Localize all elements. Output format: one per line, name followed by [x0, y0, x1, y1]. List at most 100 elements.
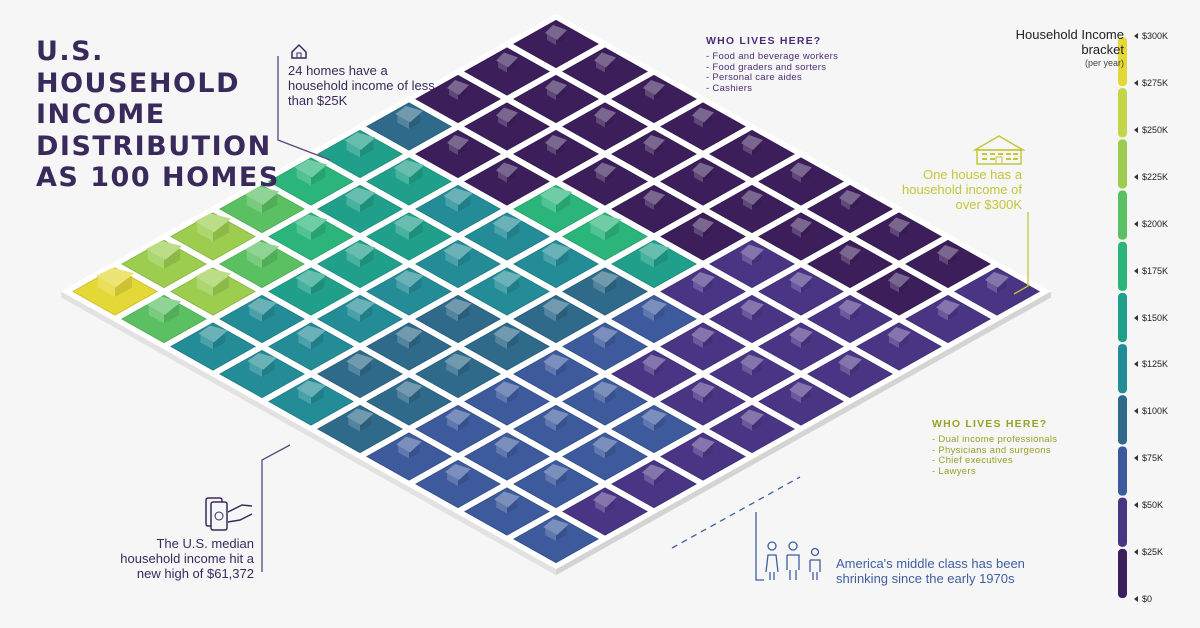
home-cell: [415, 74, 501, 124]
legend-tick: $75K: [1134, 453, 1163, 463]
home-cell: [170, 212, 256, 261]
legend-subtitle: (per year): [1084, 58, 1124, 68]
lowest-leader-line: [277, 56, 331, 161]
home-cell: [954, 267, 1040, 316]
home-cell: [562, 102, 648, 151]
home-cell: [758, 157, 844, 206]
home-cell: [758, 322, 844, 371]
median-income-note: The U.S. median household income hit a n…: [120, 536, 254, 581]
home-cell: [660, 432, 746, 481]
home-cell: [415, 239, 501, 289]
home-cell: [513, 239, 599, 289]
house-icon: [291, 43, 307, 59]
home-cell: [611, 129, 697, 179]
home-cell: [464, 322, 550, 371]
grid-base-edge: [556, 291, 1051, 576]
people-icon: [765, 541, 821, 580]
home-cell: [464, 267, 550, 316]
home-cell: [366, 322, 452, 371]
home-cell: [905, 239, 991, 289]
legend-tick: $200K: [1134, 219, 1168, 229]
top-leader-line: [1013, 212, 1029, 295]
home-cell: [660, 102, 746, 151]
who-lives-heading: WHO LIVES HERE?: [706, 35, 822, 47]
home-cell: [366, 157, 452, 206]
home-cell: [219, 184, 305, 234]
home-cell: [317, 129, 403, 179]
grid-base-edge: [61, 291, 556, 576]
home-cell: [513, 184, 599, 234]
home-cell: [660, 157, 746, 206]
mansion-icon: [972, 135, 1026, 165]
home-cell: [660, 212, 746, 261]
middle-class-leader-line: [755, 512, 764, 581]
home-cell: [415, 294, 501, 344]
home-grid: [61, 13, 1051, 576]
title-line: INCOME: [36, 99, 166, 130]
legend-tick: $275K: [1134, 78, 1168, 88]
legend-color-segment: [1118, 88, 1127, 138]
leader-lines: [261, 56, 1029, 581]
home-cell: [611, 349, 697, 399]
occupation-item: - Lawyers: [932, 465, 976, 477]
home-cell: [366, 432, 452, 481]
legend-title-text: Household Income bracket: [1015, 27, 1124, 57]
home-cell: [709, 129, 795, 179]
home-cell: [415, 404, 501, 454]
home-cell: [415, 459, 501, 509]
home-cell: [807, 294, 893, 344]
home-cell: [317, 349, 403, 399]
legend-color-segment: [1118, 395, 1127, 445]
occupation-item: - Food and beverage workers: [706, 51, 839, 62]
home-cell: [464, 102, 550, 151]
legend-title: Household Income bracket (per year): [1010, 27, 1124, 69]
home-cell: [317, 404, 403, 454]
legend-color-segment: [1118, 37, 1127, 87]
home-cell: [611, 74, 697, 124]
legend-tick: $225K: [1134, 172, 1168, 182]
home-cell: [709, 404, 795, 454]
legend-tick: $50K: [1134, 500, 1163, 510]
home-cell: [513, 404, 599, 454]
top-income-note: One house has a household income of over…: [902, 167, 1022, 212]
home-cell: [513, 294, 599, 344]
home-cell: [464, 487, 550, 536]
home-cell: [464, 47, 550, 96]
home-cell: [709, 239, 795, 289]
middle-class-dashed-line: [671, 476, 801, 549]
home-cell: [611, 294, 697, 344]
home-cell: [415, 129, 501, 179]
home-cell: [464, 377, 550, 426]
home-cell: [464, 432, 550, 481]
annotation-icons: [205, 43, 1026, 580]
home-cell: [268, 322, 354, 371]
home-cell: [219, 294, 305, 344]
home-cell: [317, 294, 403, 344]
who-lives-low-income: WHO LIVES HERE? - Food and beverage work…: [706, 35, 838, 94]
title-line: DISTRIBUTION: [36, 130, 272, 162]
home-cell: [709, 294, 795, 344]
legend-tick: $300K: [1134, 31, 1168, 41]
home-cell: [317, 184, 403, 234]
home-cell: [121, 239, 207, 289]
home-cell: [366, 267, 452, 316]
home-cell: [268, 377, 354, 426]
home-cell: [464, 157, 550, 206]
title-line: U.S.: [36, 36, 104, 67]
home-cell: [709, 349, 795, 399]
title-line: HOUSEHOLD: [36, 67, 241, 99]
legend-tick: $150K: [1134, 313, 1168, 323]
legend-color-segment: [1118, 446, 1127, 496]
home-cell: [562, 377, 648, 426]
home-cell: [562, 157, 648, 206]
home-cell: [807, 239, 893, 289]
occupation-item: - Cashiers: [706, 82, 753, 94]
home-cell: [268, 157, 354, 206]
legend-tick: $100K: [1134, 406, 1168, 416]
income-legend-bar: [1118, 37, 1127, 598]
home-cell: [562, 47, 648, 96]
legend-color-segment: [1118, 139, 1127, 189]
legend-tick: $25K: [1134, 547, 1163, 557]
page-title: U.S. HOUSEHOLD INCOME DISTRIBUTION AS 10…: [36, 36, 278, 194]
home-cell: [562, 212, 648, 261]
